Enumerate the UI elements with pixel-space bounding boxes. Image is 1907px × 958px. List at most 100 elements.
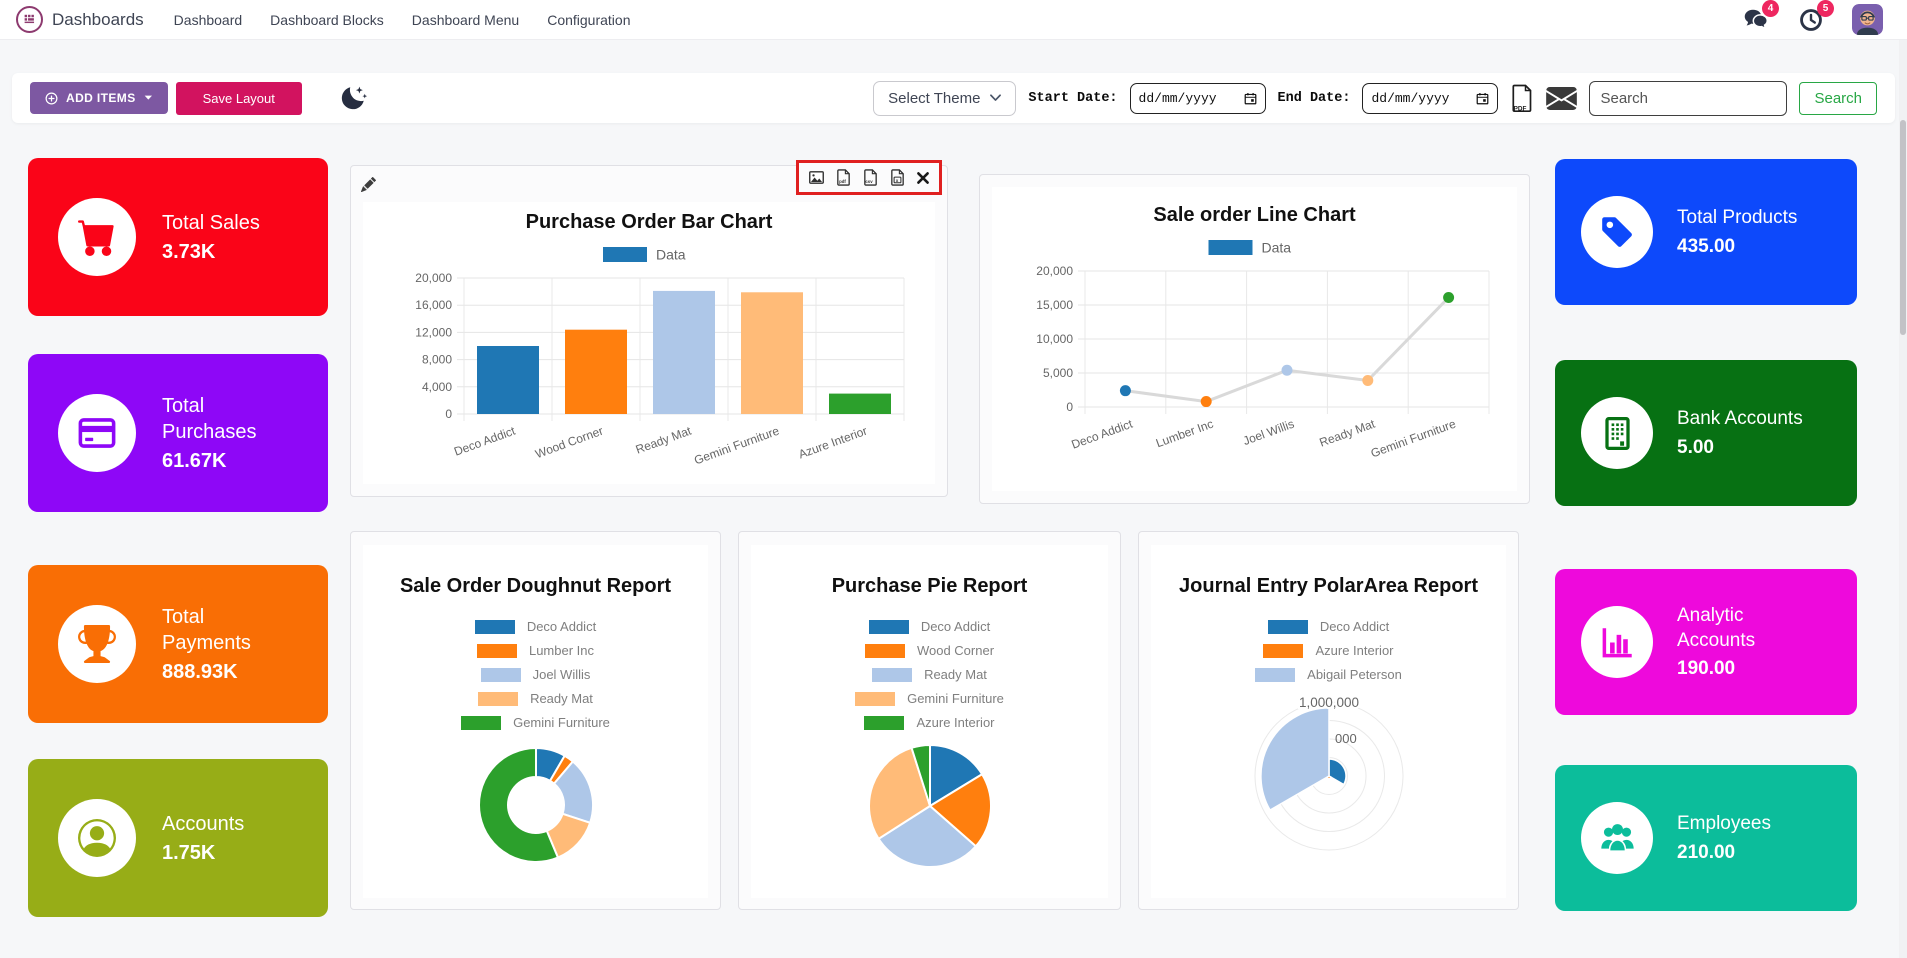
kpi-tile-total-purchases[interactable]: Total Purchases 61.67K bbox=[28, 354, 328, 512]
sale-order-doughnut-chart: Sale Order Doughnut Report Deco Addict Lum… bbox=[363, 545, 708, 898]
legend-item-lumber-inc[interactable]: Lumber Inc bbox=[363, 643, 708, 658]
tile-text: Total Payments 888.93K bbox=[162, 604, 298, 684]
legend-item-abigail-peterson[interactable]: Abigail Peterson bbox=[1151, 667, 1506, 682]
line-chart-panel: Sale order Line Chart Data 0 5,000 10,000 15,… bbox=[992, 187, 1517, 491]
export-pdf-button[interactable]: PDF bbox=[1510, 84, 1534, 113]
legend-item-ready-mat[interactable]: Ready Mat bbox=[363, 691, 708, 706]
slice-gemini-furniture[interactable] bbox=[477, 747, 559, 863]
start-date-input[interactable]: dd/mm/yyyy bbox=[1129, 82, 1266, 114]
legend-item-azure-interior[interactable]: Azure Interior bbox=[751, 715, 1108, 730]
scrollbar-thumb[interactable] bbox=[1900, 120, 1906, 335]
cart-icon bbox=[78, 220, 114, 256]
journal-entry-polararea-chart: Journal Entry PolarArea Report Deco Addic… bbox=[1151, 545, 1506, 898]
kpi-tile-total-sales[interactable]: Total Sales 3.73K bbox=[28, 158, 328, 316]
bar-ready-mat[interactable] bbox=[653, 290, 715, 414]
legend-swatch bbox=[872, 667, 913, 682]
chart-legend: Deco Addict Azure Interior Abigail Peterso… bbox=[1151, 619, 1506, 682]
menu-item-dashboard[interactable]: Dashboard bbox=[173, 11, 243, 28]
legend-swatch bbox=[855, 691, 896, 706]
bar-chart-panel: Purchase Order Bar Chart Data 0 4,000 8,000 1… bbox=[363, 202, 935, 484]
slice-azure-interior[interactable] bbox=[910, 744, 931, 807]
app-brand[interactable]: Dashboards bbox=[16, 6, 144, 33]
slice-ready-mat[interactable] bbox=[877, 805, 977, 868]
chart-legend[interactable]: Data bbox=[603, 247, 686, 263]
point-gemini-furniture[interactable] bbox=[1443, 292, 1455, 304]
tile-text: Bank Accounts 5.00 bbox=[1677, 407, 1817, 459]
legend-label: Ready Mat bbox=[530, 691, 593, 706]
legend-item-wood-corner[interactable]: Wood Corner bbox=[751, 643, 1108, 658]
add-items-button[interactable]: ADD ITEMS bbox=[30, 82, 168, 114]
bar-wood-corner[interactable] bbox=[565, 329, 627, 414]
chart-title: Sale order Line Chart bbox=[1153, 204, 1356, 226]
legend-item-gemini-furniture[interactable]: Gemini Furniture bbox=[751, 691, 1108, 706]
point-deco-addict[interactable] bbox=[1119, 385, 1131, 397]
slice-wood-corner[interactable] bbox=[928, 773, 992, 848]
menu-item-dashboard-blocks[interactable]: Dashboard Blocks bbox=[270, 11, 384, 28]
kpi-label: Total Payments bbox=[162, 606, 251, 654]
sector-abigail-peterson[interactable] bbox=[1259, 707, 1330, 812]
page-scrollbar[interactable] bbox=[1899, 40, 1907, 958]
legend-swatch bbox=[476, 643, 517, 658]
end-date-input[interactable]: dd/mm/yyyy bbox=[1362, 82, 1499, 114]
export-csv-icon[interactable]: csv bbox=[862, 169, 879, 186]
point-ready-mat[interactable] bbox=[1362, 374, 1374, 386]
x-tick-label: Deco Addict bbox=[1069, 416, 1135, 451]
x-tick-label: Ready Mat bbox=[1318, 416, 1378, 449]
activities-button[interactable]: 5 bbox=[1797, 0, 1834, 33]
select-theme-dropdown[interactable]: Select Theme bbox=[873, 80, 1017, 116]
legend-item-deco-addict[interactable]: Deco Addict bbox=[751, 619, 1108, 634]
search-button[interactable]: Search bbox=[1799, 81, 1877, 115]
legend-item-gemini-furniture[interactable]: Gemini Furniture bbox=[363, 715, 708, 730]
search-input[interactable] bbox=[1600, 89, 1800, 107]
dark-mode-moon-icon[interactable] bbox=[338, 83, 368, 113]
menu-item-dashboard-menu[interactable]: Dashboard Menu bbox=[411, 11, 520, 28]
menu-item-configuration[interactable]: Configuration bbox=[547, 11, 631, 28]
messages-button[interactable]: 4 bbox=[1742, 0, 1779, 33]
kpi-tile-bank-accounts[interactable]: Bank Accounts 5.00 bbox=[1555, 360, 1857, 506]
export-image-icon[interactable] bbox=[808, 169, 825, 186]
chart-legend[interactable]: Data bbox=[1208, 240, 1292, 256]
save-layout-button[interactable]: Save Layout bbox=[175, 81, 302, 115]
legend-item-deco-addict[interactable]: Deco Addict bbox=[1151, 619, 1506, 634]
kpi-tile-employees[interactable]: Employees 210.00 bbox=[1555, 765, 1857, 911]
clock-icon bbox=[1800, 8, 1822, 31]
export-xls-icon[interactable]: x bbox=[889, 169, 906, 186]
close-chart-icon[interactable] bbox=[916, 171, 930, 185]
tile-text: Analytic Accounts 190.00 bbox=[1677, 604, 1817, 680]
legend-item-deco-addict[interactable]: Deco Addict bbox=[363, 619, 708, 634]
kpi-tile-total-payments[interactable]: Total Payments 888.93K bbox=[28, 565, 328, 723]
point-joel-willis[interactable] bbox=[1281, 364, 1293, 376]
purchase-bar-card: pdf csv x Purchase Order Bar Chart Data 0 4… bbox=[350, 160, 948, 497]
y-tick-label: 16,000 bbox=[415, 298, 452, 312]
legend-item-azure-interior[interactable]: Azure Interior bbox=[1151, 643, 1506, 658]
dashboard-toolbar: ADD ITEMS Save Layout Select Theme Start… bbox=[12, 73, 1895, 123]
activities-badge: 5 bbox=[1817, 0, 1834, 17]
envelope-icon bbox=[1546, 86, 1578, 110]
kpi-tile-total-products[interactable]: Total Products 435.00 bbox=[1555, 159, 1857, 305]
export-pdf-icon[interactable]: pdf bbox=[835, 169, 852, 186]
point-lumber-inc[interactable] bbox=[1200, 396, 1212, 408]
kpi-value: 888.93K bbox=[162, 661, 238, 683]
legend-item-ready-mat[interactable]: Ready Mat bbox=[751, 667, 1108, 682]
kpi-tile-accounts[interactable]: Accounts 1.75K bbox=[28, 759, 328, 917]
bar-deco-addict[interactable] bbox=[477, 346, 539, 414]
chart-legend: Deco Addict Lumber Inc Joel Willis Ready Ma… bbox=[363, 619, 708, 730]
legend-item-joel-willis[interactable]: Joel Willis bbox=[363, 667, 708, 682]
top-navbar: Dashboards Dashboard Dashboard Blocks Dash… bbox=[0, 0, 1907, 40]
edit-pencil-icon[interactable] bbox=[361, 176, 376, 192]
kpi-value: 61.67K bbox=[162, 450, 227, 472]
chart-title: Journal Entry PolarArea Report bbox=[1179, 575, 1478, 597]
people-icon bbox=[1600, 823, 1634, 850]
sector-deco-addict[interactable] bbox=[1327, 758, 1347, 786]
y-tick-label: 5,000 bbox=[1043, 366, 1073, 380]
kpi-tile-analytic-accounts[interactable]: Analytic Accounts 190.00 bbox=[1555, 569, 1857, 715]
bar-azure-interior[interactable] bbox=[829, 393, 891, 414]
slice-gemini-furniture[interactable] bbox=[867, 746, 931, 840]
tile-text: Total Sales 3.73K bbox=[162, 210, 298, 264]
bar-gemini-furniture[interactable] bbox=[741, 292, 803, 414]
legend-swatch bbox=[1267, 619, 1308, 634]
legend-label: Data bbox=[656, 247, 686, 263]
send-mail-button[interactable] bbox=[1546, 86, 1578, 110]
slice-deco-addict[interactable] bbox=[928, 744, 983, 807]
user-avatar[interactable] bbox=[1852, 4, 1883, 35]
